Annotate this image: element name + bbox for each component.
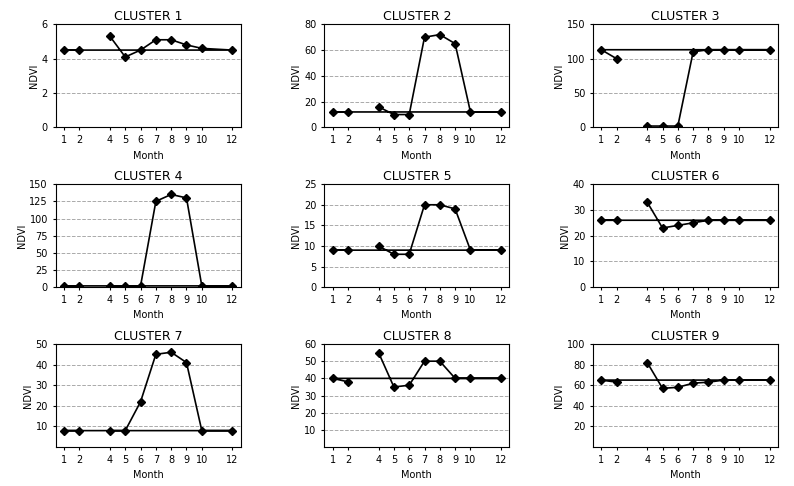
X-axis label: Month: Month [133, 311, 164, 320]
Y-axis label: NDVI: NDVI [291, 64, 302, 88]
Y-axis label: NDVI: NDVI [560, 224, 570, 248]
Title: CLUSTER 1: CLUSTER 1 [114, 10, 183, 23]
Y-axis label: NDVI: NDVI [17, 224, 26, 248]
Title: CLUSTER 6: CLUSTER 6 [651, 170, 719, 183]
X-axis label: Month: Month [133, 151, 164, 160]
X-axis label: Month: Month [670, 470, 701, 480]
Title: CLUSTER 5: CLUSTER 5 [383, 170, 451, 183]
Y-axis label: NDVI: NDVI [554, 64, 564, 88]
Title: CLUSTER 7: CLUSTER 7 [114, 330, 183, 343]
X-axis label: Month: Month [133, 470, 164, 480]
Title: CLUSTER 3: CLUSTER 3 [651, 10, 719, 23]
Y-axis label: NDVI: NDVI [554, 383, 564, 408]
Y-axis label: NDVI: NDVI [23, 383, 33, 408]
Title: CLUSTER 2: CLUSTER 2 [383, 10, 451, 23]
X-axis label: Month: Month [402, 311, 432, 320]
X-axis label: Month: Month [670, 311, 701, 320]
X-axis label: Month: Month [402, 151, 432, 160]
Title: CLUSTER 9: CLUSTER 9 [651, 330, 719, 343]
Title: CLUSTER 8: CLUSTER 8 [383, 330, 451, 343]
X-axis label: Month: Month [402, 470, 432, 480]
Y-axis label: NDVI: NDVI [29, 64, 39, 88]
X-axis label: Month: Month [670, 151, 701, 160]
Y-axis label: NDVI: NDVI [291, 383, 302, 408]
Title: CLUSTER 4: CLUSTER 4 [114, 170, 183, 183]
Y-axis label: NDVI: NDVI [291, 224, 301, 248]
